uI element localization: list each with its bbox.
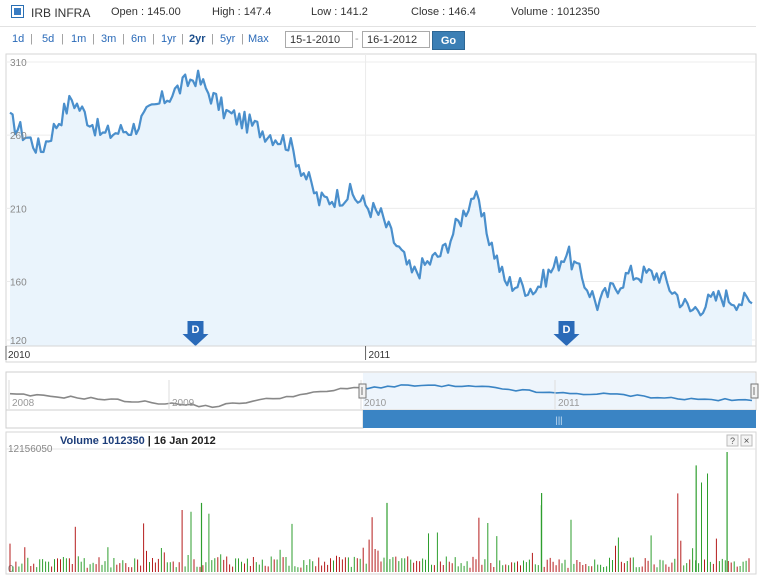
volume-max-tick: 12156050 xyxy=(8,444,53,455)
svg-text:×: × xyxy=(744,436,750,447)
volume-panel xyxy=(6,432,756,574)
y-tick-label: 210 xyxy=(10,204,27,215)
y-tick-label: 160 xyxy=(10,277,27,288)
volume-date: | 16 Jan 2012 xyxy=(148,435,216,447)
navigator-handle[interactable] xyxy=(751,384,758,398)
navigator-handle[interactable] xyxy=(359,384,366,398)
y-tick-label: 310 xyxy=(10,58,27,69)
volume-help-button[interactable]: ? xyxy=(727,435,738,446)
navigator-year-label: 2009 xyxy=(172,398,195,409)
y-tick-label: 260 xyxy=(10,131,27,142)
y-tick-label: 120 xyxy=(10,336,27,347)
x-tick-label: 2011 xyxy=(369,350,391,361)
volume-title: Volume 1012350 xyxy=(60,435,145,447)
navigator-year-label: 2008 xyxy=(12,398,35,409)
volume-close-button[interactable]: × xyxy=(741,435,752,447)
scroll-grip[interactable]: ||| xyxy=(555,415,562,425)
x-tick-label: 2010 xyxy=(8,350,31,361)
svg-text:D: D xyxy=(192,324,200,336)
svg-text:?: ? xyxy=(730,436,735,446)
navigator-scroll-track[interactable] xyxy=(6,410,363,428)
svg-text:D: D xyxy=(563,324,571,336)
navigator-year-label: 2011 xyxy=(558,398,580,409)
navigator-year-label: 2010 xyxy=(364,398,387,409)
